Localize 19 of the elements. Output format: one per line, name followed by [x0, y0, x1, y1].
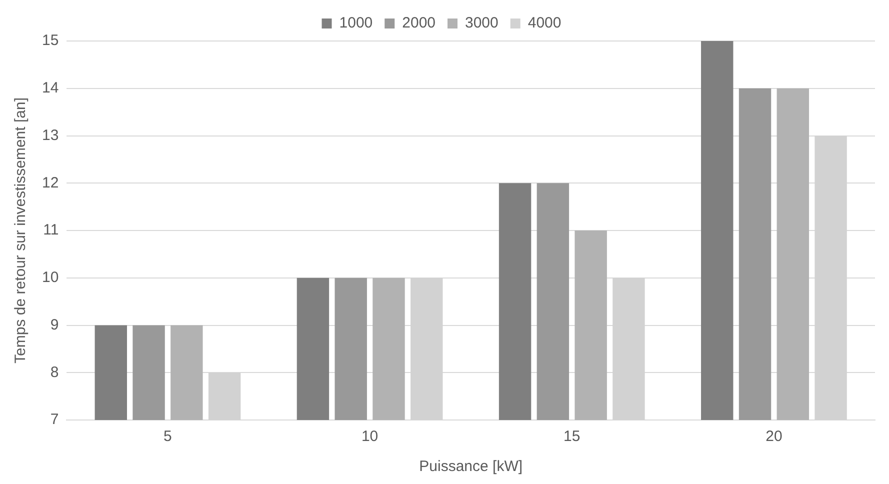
- y-tick-label: 10: [42, 269, 59, 286]
- legend-label: 3000: [465, 14, 498, 32]
- y-tick-label: 9: [50, 316, 59, 334]
- legend-label: 2000: [402, 14, 436, 32]
- y-tick-label: 14: [42, 80, 59, 97]
- y-tick-label: 15: [42, 32, 59, 50]
- legend-label: 1000: [339, 14, 373, 32]
- y-axis-title: Temps de retour sur investissement [an]: [12, 98, 30, 364]
- y-tick-label: 13: [42, 126, 59, 144]
- x-axis-title: Puissance [kW]: [419, 458, 523, 476]
- legend-label: 4000: [528, 14, 562, 32]
- y-tick-label: 7: [50, 411, 59, 428]
- y-tick-label: 12: [42, 174, 59, 192]
- y-tick-label: 8: [50, 364, 59, 381]
- y-tick-label: 11: [43, 222, 59, 239]
- x-tick-label: 10: [361, 428, 378, 446]
- x-tick-label: 20: [766, 428, 782, 446]
- x-tick-label: 15: [564, 428, 580, 446]
- x-tick-label: 5: [164, 428, 172, 446]
